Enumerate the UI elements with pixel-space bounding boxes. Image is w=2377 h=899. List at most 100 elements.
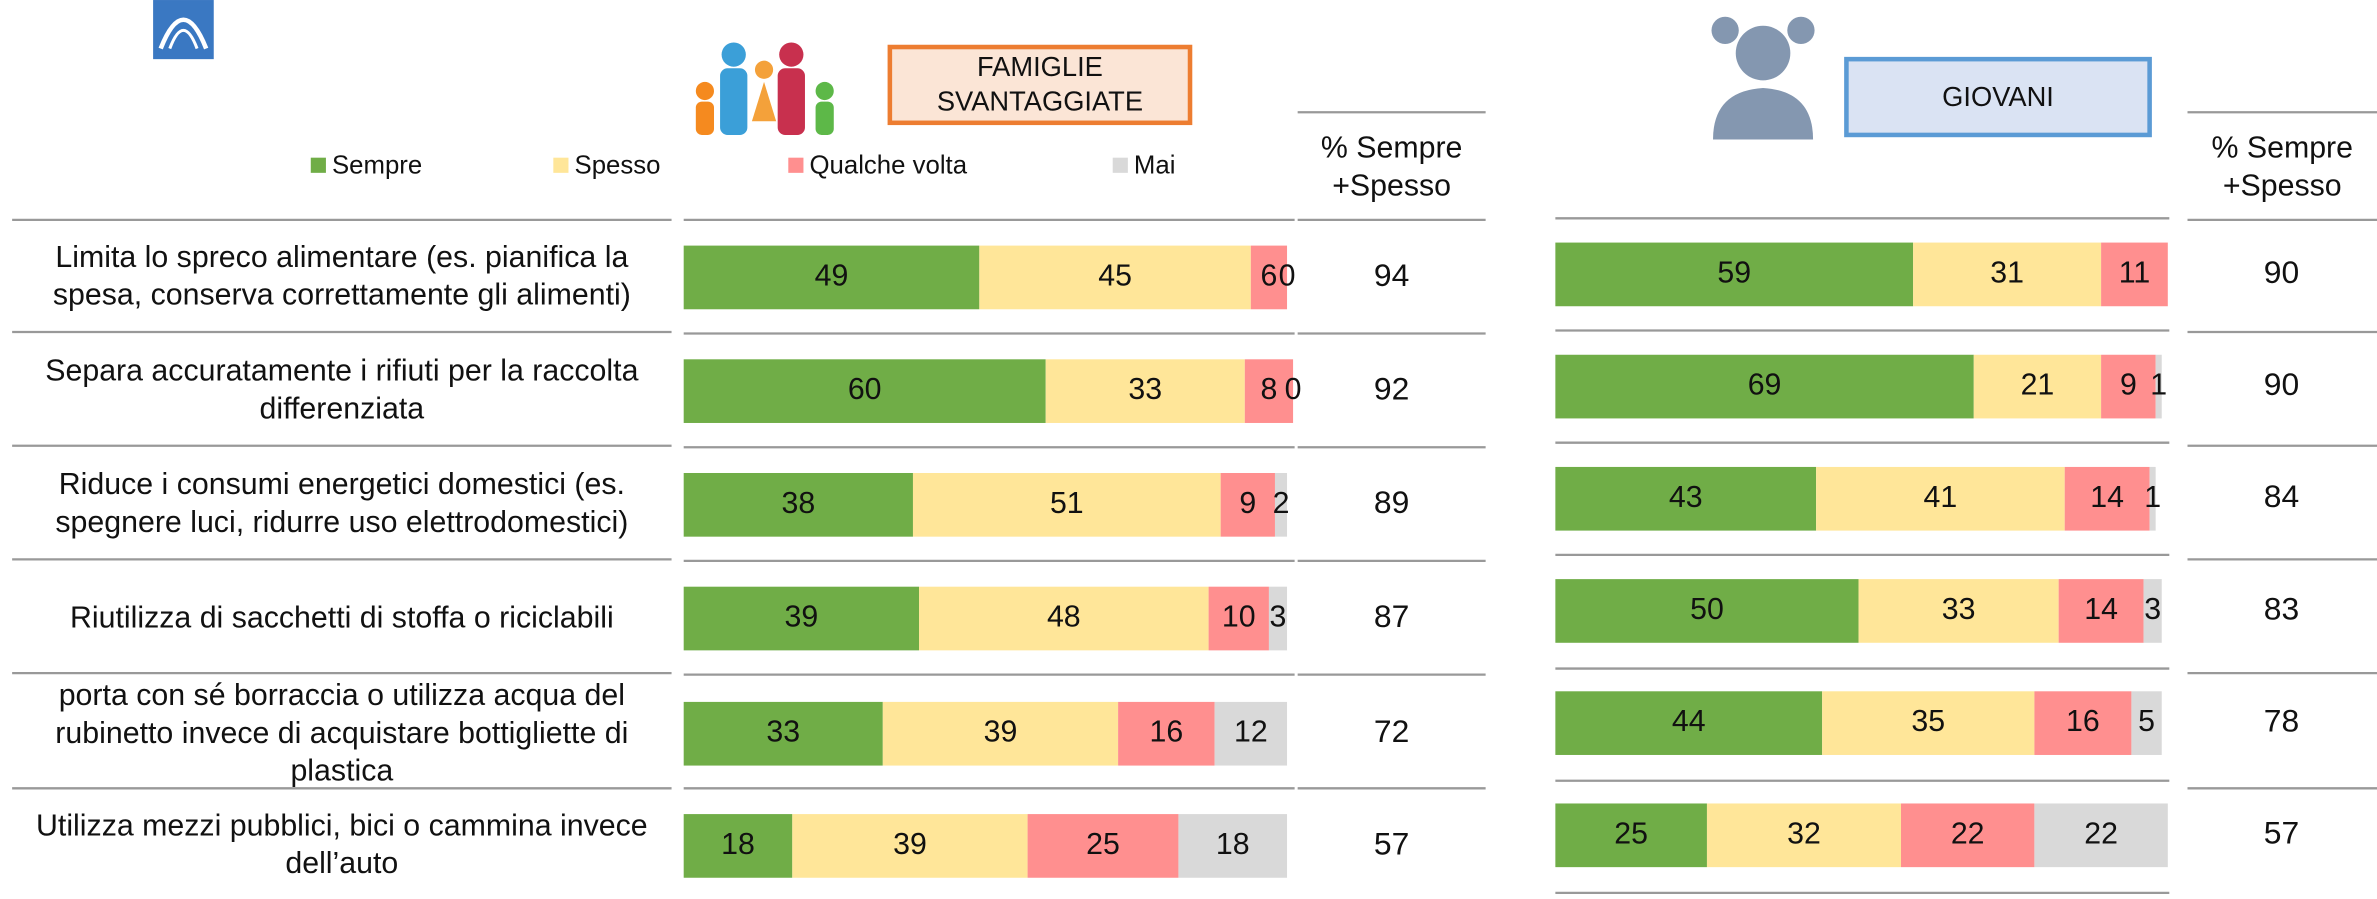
bar-segment — [1214, 701, 1288, 766]
legend-label: Mai — [1134, 152, 1176, 180]
value-label: 33 — [1942, 593, 1976, 626]
value-label: 0 — [1285, 373, 1302, 406]
value-label: 33 — [1128, 373, 1162, 406]
bar-segment — [1913, 242, 2102, 307]
bar-segment — [2034, 691, 2132, 755]
value-label: 1 — [2150, 369, 2167, 402]
bar-segment — [1973, 354, 2102, 419]
category-label: porta con sé borraccia o utilizza acqua … — [55, 678, 629, 788]
title-holder: GIOVANI — [1942, 81, 2054, 112]
bar-segment — [1555, 803, 1707, 868]
total-value: 57 — [2264, 815, 2299, 851]
bar-segment — [2143, 579, 2162, 643]
category-label-holder: Separa accuratamente i rifiuti per la ra… — [45, 354, 639, 427]
category-label-holder: porta con sé borraccia o utilizza acqua … — [55, 678, 629, 788]
bar-segment — [1208, 586, 1269, 651]
value-label: 39 — [784, 601, 818, 634]
value-label: 41 — [1924, 481, 1958, 514]
value-label: 48 — [1047, 601, 1081, 634]
value-label: 50 — [1690, 593, 1724, 626]
bar-segment — [1555, 691, 1823, 755]
total-value: 72 — [1374, 713, 1409, 749]
bar-segment — [2101, 242, 2168, 307]
value-label: 25 — [1086, 828, 1120, 861]
bar-segment — [683, 814, 793, 878]
value-label: 38 — [781, 487, 815, 520]
bar-segment — [1178, 814, 1288, 878]
bar-segment — [979, 245, 1251, 310]
total-value: 94 — [1374, 257, 1409, 293]
bar-segment — [918, 586, 1209, 651]
title-box — [1844, 56, 2152, 138]
value-label: 18 — [721, 828, 755, 861]
value-label: 11 — [2119, 256, 2150, 289]
category-label-holder: Riduce i consumi energetici domestici (e… — [55, 468, 629, 540]
value-label: 22 — [1951, 817, 1985, 850]
total-value: 90 — [2264, 366, 2299, 402]
column-title: % Sempre +Spesso — [2211, 131, 2354, 204]
title-holder: FAMIGLIE SVANTAGGIATE — [937, 52, 1143, 117]
value-label: 21 — [2021, 369, 2055, 402]
legend-swatch — [310, 157, 326, 173]
bar-segment — [1706, 803, 1901, 868]
value-label: 16 — [2066, 705, 2100, 738]
legend-label: Sempre — [332, 152, 422, 180]
panel-title: GIOVANI — [1942, 81, 2054, 112]
bar-segment — [912, 472, 1221, 537]
bar-segment — [1027, 814, 1179, 878]
total-value: 87 — [1374, 598, 1409, 634]
bar-segment — [1220, 472, 1275, 537]
total-value: 89 — [1374, 484, 1409, 520]
category-label: Separa accuratamente i rifiuti per la ra… — [45, 354, 639, 427]
category-label: Riutilizza di sacchetti di stoffa o rici… — [69, 601, 614, 635]
bar-segment — [1045, 359, 1245, 423]
bar-segment — [1858, 579, 2059, 643]
value-label: 45 — [1098, 259, 1132, 292]
value-label: 5 — [2138, 705, 2155, 738]
value-label: 32 — [1787, 817, 1821, 850]
bar-segment — [683, 586, 919, 651]
bar-segment — [2034, 803, 2168, 868]
bar-segment — [683, 245, 980, 310]
value-label: 25 — [1614, 817, 1648, 850]
logo — [153, 0, 214, 60]
value-label: 14 — [2090, 481, 2124, 514]
category-label: Riduce i consumi energetici domestici (e… — [55, 468, 629, 540]
legend-swatch — [1112, 157, 1128, 173]
value-label: 43 — [1669, 481, 1703, 514]
value-label: 6 — [1261, 259, 1278, 292]
bar-segment — [683, 701, 883, 766]
value-label: 44 — [1672, 705, 1706, 738]
value-label: 3 — [1270, 601, 1287, 634]
total-value: 57 — [1374, 825, 1409, 861]
family-icon — [695, 42, 834, 135]
value-label: 8 — [1261, 373, 1278, 406]
bar-segment — [2101, 354, 2156, 419]
total-value: 92 — [1374, 371, 1409, 407]
bar-segment — [683, 472, 913, 537]
category-label-holder: Utilizza mezzi pubblici, bici o cammina … — [36, 809, 648, 881]
bar-segment — [1555, 242, 1914, 307]
legend-label: Qualche volta — [810, 152, 968, 180]
column-title-holder: % Sempre +Spesso — [1321, 132, 1463, 203]
title-box — [887, 44, 1193, 126]
category-label: Limita lo spreco alimentare (es. pianifi… — [52, 241, 631, 313]
bar-segment — [1555, 466, 1817, 531]
girl-icon — [1711, 16, 1815, 140]
value-label: 10 — [1222, 601, 1256, 634]
bar-segment — [1268, 586, 1288, 651]
bar-segment — [1822, 691, 2035, 755]
total-value: 84 — [2264, 478, 2299, 514]
value-label: 51 — [1050, 487, 1084, 520]
bar-segment — [2131, 691, 2162, 755]
column-title-holder: % Sempre +Spesso — [2211, 131, 2354, 204]
total-value: 78 — [2264, 703, 2299, 739]
bar-segment — [2058, 579, 2144, 643]
bar-segment — [882, 701, 1119, 766]
bar-segment — [1816, 466, 2065, 531]
bar-segment — [1118, 701, 1215, 766]
category-label: Utilizza mezzi pubblici, bici o cammina … — [36, 809, 648, 881]
value-label: 31 — [1990, 256, 2024, 289]
bar-segment — [1900, 803, 2035, 868]
